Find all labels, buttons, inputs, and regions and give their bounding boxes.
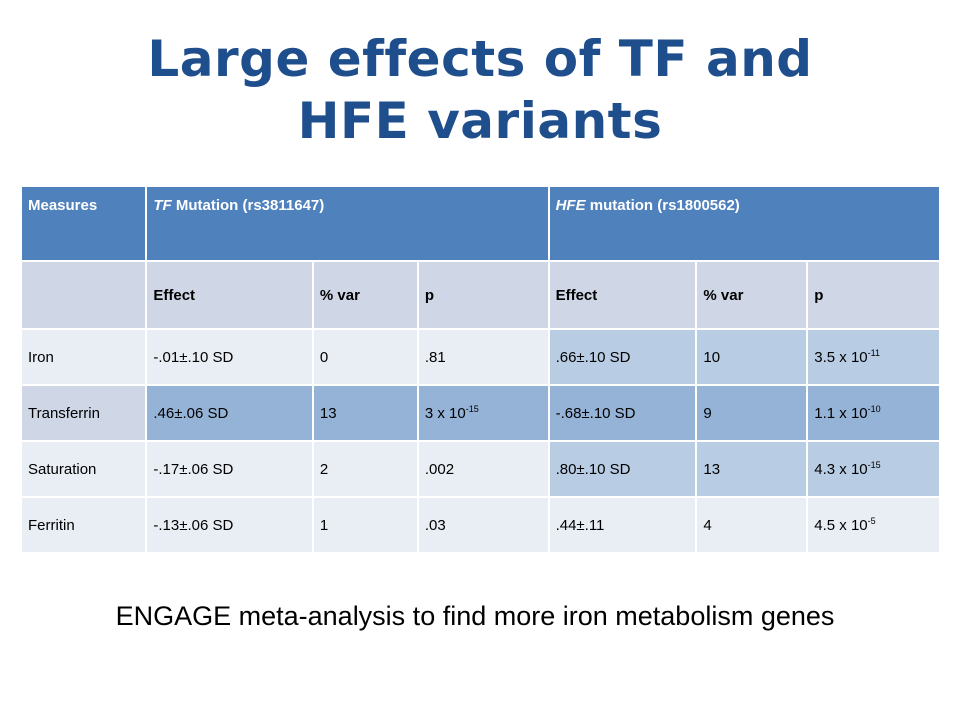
cell-hfe-var: 10: [697, 330, 807, 386]
header-tf-gene: TF: [153, 197, 172, 214]
cell-hfe-p-base: 1.1 x 10: [814, 404, 868, 422]
cell-tf-var: 13: [313, 386, 417, 442]
cell-tf-p: .81: [418, 330, 548, 386]
subheader-hfe-var: % var: [697, 262, 807, 330]
table-row: Ferritin -.13±.06 SD 1 .03 .44±.11 4 4.5…: [22, 498, 939, 552]
table-subheader-row: Effect % var p Effect % var p: [22, 262, 939, 330]
cell-hfe-effect: .44±.11: [549, 498, 696, 552]
cell-measure: Iron: [22, 330, 146, 386]
cell-hfe-p-exponent: -10: [867, 403, 881, 414]
cell-measure: Transferrin: [22, 386, 146, 442]
cell-tf-effect: -.01±.10 SD: [147, 330, 312, 386]
cell-measure: Ferritin: [22, 498, 146, 552]
cell-tf-effect: -.17±.06 SD: [147, 442, 312, 498]
cell-tf-var: 0: [313, 330, 417, 386]
cell-hfe-p: 1.1 x 10-10: [808, 386, 939, 442]
cell-tf-p-base: .03: [424, 516, 446, 534]
header-hfe-label: mutation (rs1800562): [585, 197, 740, 214]
cell-hfe-p: 4.3 x 10-15: [808, 442, 939, 498]
cell-hfe-p-exponent: -5: [867, 515, 876, 526]
cell-hfe-p-exponent: -15: [867, 459, 881, 470]
subheader-hfe-p: p: [808, 262, 939, 330]
cell-tf-effect: .46±.06 SD: [147, 386, 312, 442]
cell-hfe-p-base: 4.3 x 10: [814, 460, 868, 478]
subheader-hfe-effect: Effect: [549, 262, 696, 330]
cell-tf-p: .002: [418, 442, 548, 498]
header-hfe-gene: HFE: [555, 197, 586, 214]
cell-hfe-var: 13: [697, 442, 807, 498]
cell-tf-p-base: .81: [424, 348, 446, 366]
header-hfe-mutation: HFE mutation (rs1800562): [549, 187, 939, 262]
cell-hfe-p-base: 3.5 x 10: [814, 348, 868, 366]
subheader-tf-p: p: [418, 262, 548, 330]
results-table: Measures TF Mutation (rs3811647) HFE mut…: [20, 187, 941, 552]
cell-tf-effect: -.13±.06 SD: [147, 498, 312, 552]
table-header-row: Measures TF Mutation (rs3811647) HFE mut…: [22, 187, 939, 262]
cell-hfe-effect: .66±.10 SD: [549, 330, 696, 386]
header-tf-mutation: TF Mutation (rs3811647): [147, 187, 548, 262]
header-measures: Measures: [22, 187, 146, 262]
cell-hfe-effect: -.68±.10 SD: [549, 386, 696, 442]
cell-tf-p-base: .002: [424, 460, 455, 478]
cell-measure: Saturation: [22, 442, 146, 498]
subheader-tf-var: % var: [313, 262, 417, 330]
cell-hfe-p-exponent: -11: [867, 347, 880, 358]
subheader-blank: [22, 262, 146, 330]
cell-hfe-p: 3.5 x 10-11: [808, 330, 939, 386]
cell-hfe-effect: .80±.10 SD: [549, 442, 696, 498]
table-row: Transferrin .46±.06 SD 13 3 x 10-15 -.68…: [22, 386, 939, 442]
cell-hfe-var: 4: [697, 498, 807, 552]
slide-title-line-2: HFE variants: [297, 92, 663, 150]
slide-title: Large effects of TF and HFE variants: [0, 28, 960, 152]
cell-hfe-p-base: 4.5 x 10: [814, 516, 868, 534]
table-row: Saturation -.17±.06 SD 2 .002 .80±.10 SD…: [22, 442, 939, 498]
header-tf-label: Mutation (rs3811647): [171, 197, 325, 214]
cell-tf-var: 1: [313, 498, 417, 552]
cell-hfe-var: 9: [697, 386, 807, 442]
cell-tf-p-exponent: -15: [465, 403, 479, 414]
footer-caption: ENGAGE meta-analysis to find more iron m…: [115, 601, 835, 631]
cell-tf-p-base: 3 x 10: [424, 404, 466, 422]
cell-tf-p: .03: [418, 498, 548, 552]
cell-tf-var: 2: [313, 442, 417, 498]
slide-title-line-1: Large effects of TF and: [147, 30, 813, 88]
table-row: Iron -.01±.10 SD 0 .81 .66±.10 SD 10 3.5…: [22, 330, 939, 386]
cell-tf-p: 3 x 10-15: [418, 386, 548, 442]
subheader-tf-effect: Effect: [147, 262, 312, 330]
cell-hfe-p: 4.5 x 10-5: [808, 498, 939, 552]
